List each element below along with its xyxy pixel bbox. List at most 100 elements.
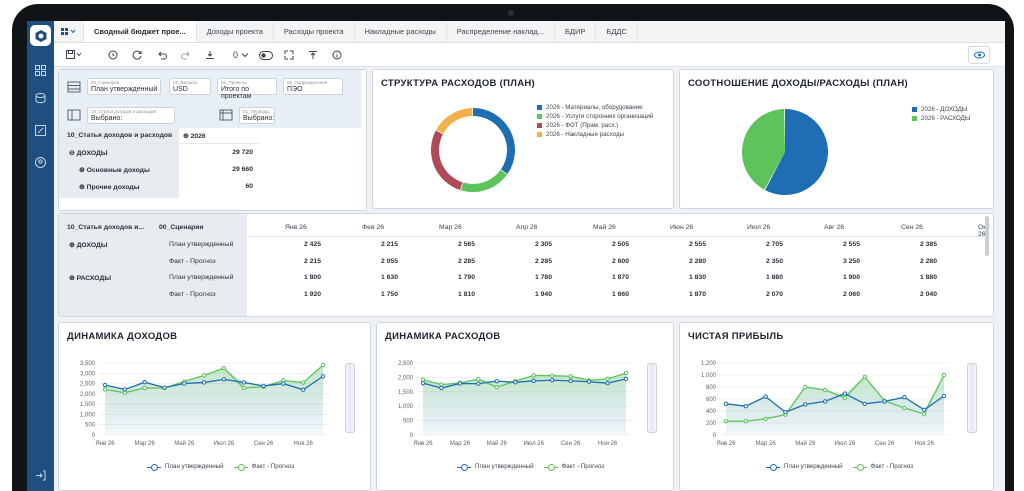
tab-overhead[interactable]: Накладные расходы <box>355 21 447 42</box>
table-cell: 2 555 <box>688 241 706 248</box>
y-tick-label: 0 <box>713 433 717 439</box>
y-tick-label: 0 <box>92 433 96 439</box>
tab-bdir[interactable]: БДИР <box>555 21 597 42</box>
data-point <box>568 378 573 384</box>
income-chart-zoom-slider[interactable] <box>345 363 355 433</box>
ratio-title: СООТНОШЕНИЕ ДОХОДЫ/РАСХОДЫ (ПЛАН) <box>688 78 908 89</box>
redo-icon[interactable] <box>181 49 191 61</box>
table-scrollbar[interactable] <box>985 216 989 256</box>
info-icon[interactable] <box>332 49 342 61</box>
monthly-table-panel: 10_Статья доходов и... 00_Сценарии Янв 2… <box>58 213 994 317</box>
structure-legend-item[interactable]: 2026 - Услуги сторонних организаций <box>537 112 653 121</box>
camera-dot <box>508 10 514 16</box>
app-logo-icon[interactable] <box>30 25 51 46</box>
period-filter[interactable]: 01_Периоды Выбрано: <box>239 107 275 124</box>
user-icon[interactable] <box>32 154 49 171</box>
data-point <box>723 401 729 406</box>
table-group-expenses[interactable]: ⊕ РАСХОДЫ <box>69 275 111 282</box>
save-icon[interactable] <box>66 49 82 61</box>
calendar-icon[interactable] <box>219 108 233 121</box>
structure-legend-item[interactable]: 2026 - Накладные расходы <box>537 130 653 139</box>
table-cell: 1 800 <box>303 274 321 281</box>
net-profit-panel: ЧИСТАЯ ПРИБЫЛЬ 1,200 1,000 800 600 400 200 0 Ян… <box>679 322 994 491</box>
ratio-legend-item[interactable]: 2026 - РАСХОДЫ <box>912 114 970 123</box>
profit-chart-zoom-slider[interactable] <box>967 363 977 433</box>
structure-slice <box>436 108 473 134</box>
view-eye-button[interactable] <box>968 46 990 64</box>
table-cell: 2 555 <box>842 241 860 248</box>
x-tick-label: Янв 26 <box>95 441 115 447</box>
eye-icon <box>973 51 985 59</box>
refresh-icon[interactable] <box>132 49 142 61</box>
table-cell: 2 385 <box>919 241 937 248</box>
data-point <box>494 378 500 384</box>
structure-slice <box>431 130 463 190</box>
export-icon[interactable] <box>308 49 318 61</box>
data-point <box>623 370 629 376</box>
y-tick-label: 1,000 <box>398 404 414 410</box>
history-icon[interactable] <box>108 49 118 61</box>
table-cell: 2 285 <box>534 257 552 265</box>
expense-dynamics-chart: 2,500 2,000 1,500 1,000 500 0 Янв 26 Мар 26 Май … <box>398 361 632 447</box>
edit-icon[interactable] <box>32 122 49 139</box>
counter-value: 0 <box>232 50 238 60</box>
table-icon[interactable] <box>67 80 81 93</box>
logout-icon[interactable] <box>32 467 49 484</box>
structure-slice <box>460 169 507 192</box>
pivot-header-year[interactable]: ⊕ 2026 <box>183 133 206 140</box>
data-point <box>941 372 947 378</box>
table-cell: 1 810 <box>457 290 475 298</box>
table-cell: 2 215 <box>303 257 321 265</box>
columns-icon[interactable] <box>67 108 81 121</box>
table-header-article: 10_Статья доходов и... <box>67 224 145 231</box>
expense-structure-title: СТРУКТУРА РАСХОДОВ (ПЛАН) <box>381 78 535 89</box>
expand-icon[interactable] <box>284 49 294 61</box>
data-point <box>862 374 867 379</box>
project-filter[interactable]: 04_Проекты Итого по проектам <box>217 78 277 100</box>
data-point <box>476 376 481 382</box>
structure-legend-item[interactable]: 2026 - Материалы, оборудование <box>537 103 653 112</box>
pivot-value-income: 29 720 <box>232 149 253 156</box>
table-group-income[interactable]: ⊕ ДОХОДЫ <box>69 242 108 249</box>
series-line <box>422 378 627 389</box>
toggle-switch[interactable] <box>259 49 273 61</box>
income-dynamics-panel: ДИНАМИКА ДОХОДОВ 3,500 3,000 2,500 2,000 1,5… <box>58 322 371 491</box>
tab-bar: Сводный бюджет прое... Доходы проекта Ра… <box>54 21 1005 43</box>
tab-overhead-distribution[interactable]: Распределение наклад... <box>447 21 555 42</box>
expense-chart-zoom-slider[interactable] <box>647 363 657 433</box>
dashboard-grid-icon[interactable] <box>32 62 49 79</box>
table-row-scenario: Факт - Прогноз <box>169 257 216 265</box>
pivot-row-income[interactable]: ⊖ ДОХОДЫ <box>69 150 108 157</box>
table-cell: 1 790 <box>457 274 475 281</box>
structure-legend-item[interactable]: 2026 - ФОТ (Прам. расх.) <box>537 121 653 130</box>
division-filter[interactable]: 05_Подразделения ПЭО <box>283 78 343 95</box>
data-point <box>902 395 907 400</box>
tab-project-income[interactable]: Доходы проекта <box>197 21 274 42</box>
article-filter[interactable]: 10_Статья доходов и расходов Выбрано: <box>87 107 175 124</box>
data-point <box>862 401 867 406</box>
table-cell: 1 940 <box>534 290 552 298</box>
y-tick-label: 0 <box>410 433 414 439</box>
undo-icon[interactable] <box>157 49 167 61</box>
income-expense-ratio-panel: СООТНОШЕНИЕ ДОХОДЫ/РАСХОДЫ (ПЛАН) 2026 -… <box>679 69 994 209</box>
download-icon[interactable] <box>205 49 215 61</box>
ratio-legend-swatch <box>912 107 917 112</box>
tabs-menu-button[interactable] <box>54 21 84 42</box>
currency-filter[interactable]: 02_Валюты USD <box>169 78 211 95</box>
data-point <box>723 419 729 424</box>
data-point <box>842 391 848 396</box>
tab-summary-budget[interactable]: Сводный бюджет прое... <box>84 21 197 42</box>
area-fill <box>105 365 323 435</box>
data-point <box>122 387 128 392</box>
database-icon[interactable] <box>32 90 49 107</box>
counter-dropdown[interactable]: 0 <box>230 49 252 61</box>
table-cell: 1 870 <box>611 274 629 281</box>
tab-project-expenses[interactable]: Расходы проекта <box>274 21 355 42</box>
pivot-row-other-income[interactable]: ⊕ Прочие доходы <box>79 184 140 191</box>
scenario-filter[interactable]: 00_Сценарии План утвержденный <box>87 78 161 95</box>
pivot-row-main-income[interactable]: ⊕ Основные доходы <box>79 167 150 174</box>
y-tick-label: 1,000 <box>80 412 96 418</box>
tab-bdds[interactable]: БДДС <box>596 21 638 42</box>
ratio-legend-item[interactable]: 2026 - ДОХОДЫ <box>912 105 970 114</box>
y-tick-label: 200 <box>706 421 717 427</box>
